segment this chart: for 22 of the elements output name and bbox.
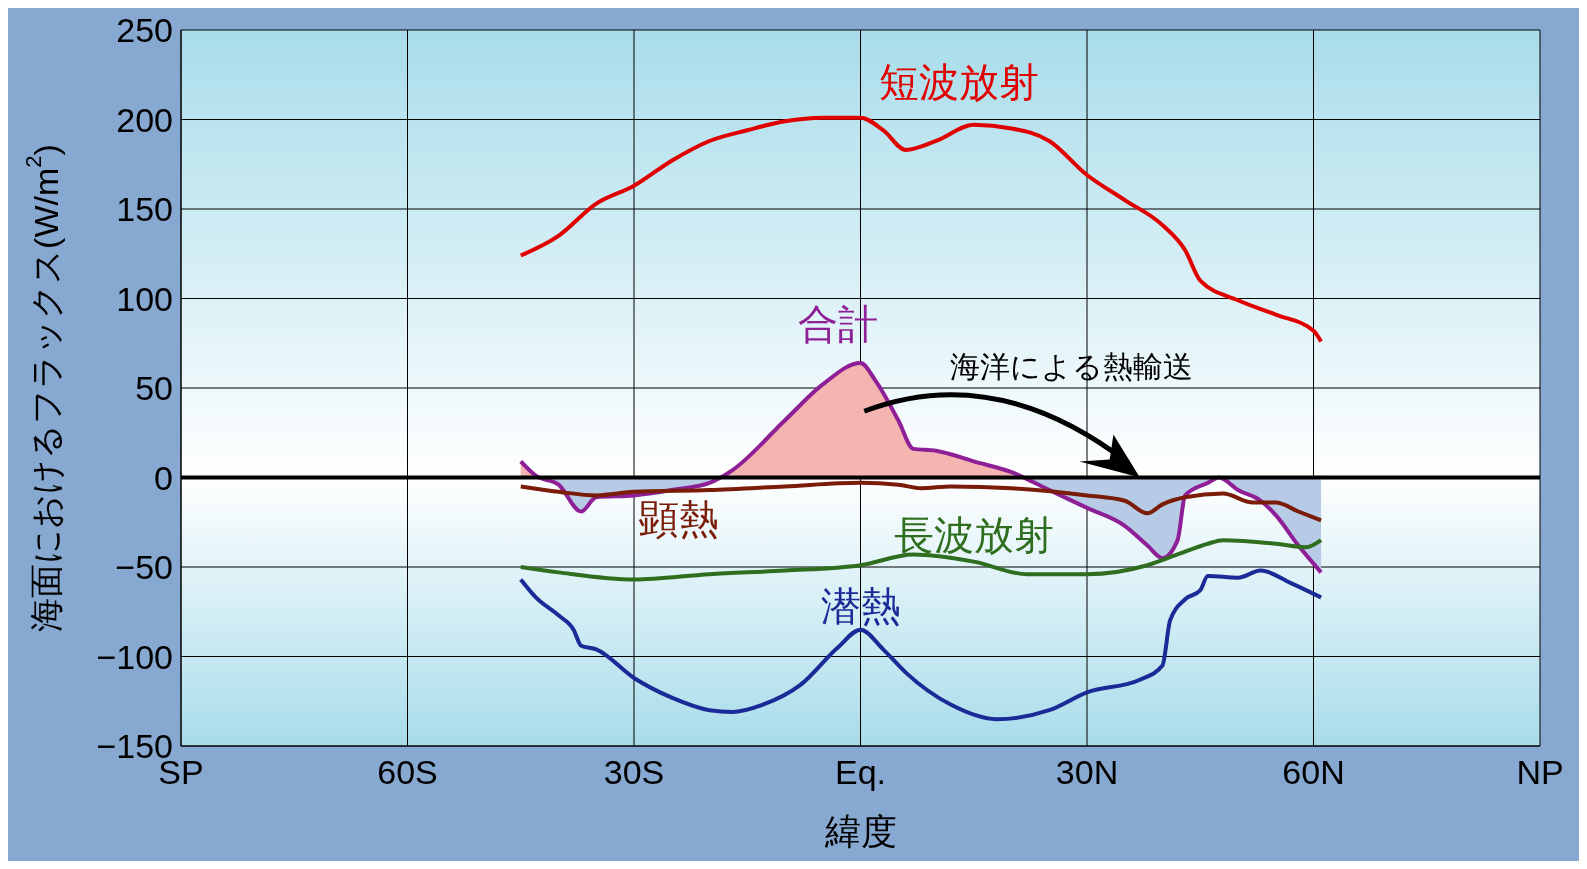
y-tick-label: −50 bbox=[115, 548, 173, 587]
y-tick-label: 100 bbox=[116, 279, 173, 318]
y-tick-label: 50 bbox=[135, 369, 173, 408]
line-series bbox=[518, 568, 1324, 722]
x-axis-title: 緯度 bbox=[823, 810, 897, 852]
series-label: 長波放射 bbox=[893, 512, 1054, 557]
y-tick-label: 150 bbox=[116, 190, 173, 229]
x-tick-label: NP bbox=[1516, 753, 1564, 792]
y-tick-label: −100 bbox=[96, 637, 173, 676]
x-tick-label: 30S bbox=[603, 753, 665, 792]
series-label: 顕熱 bbox=[638, 496, 720, 541]
x-tick-label: 60S bbox=[377, 753, 438, 792]
y-tick-label: 200 bbox=[116, 100, 173, 139]
annotation: 海洋による熱輸送 bbox=[950, 350, 1194, 384]
x-tick-label: 60N bbox=[1282, 753, 1345, 792]
series-label: 潜熱 bbox=[820, 584, 901, 629]
y-tick-label: 0 bbox=[154, 458, 173, 497]
y-tick-label: 250 bbox=[116, 11, 173, 50]
x-tick-label: 30N bbox=[1055, 753, 1119, 792]
x-tick-label: Eq. bbox=[834, 753, 887, 792]
line-series bbox=[518, 115, 1324, 344]
series-label: 短波放射 bbox=[878, 59, 1039, 104]
